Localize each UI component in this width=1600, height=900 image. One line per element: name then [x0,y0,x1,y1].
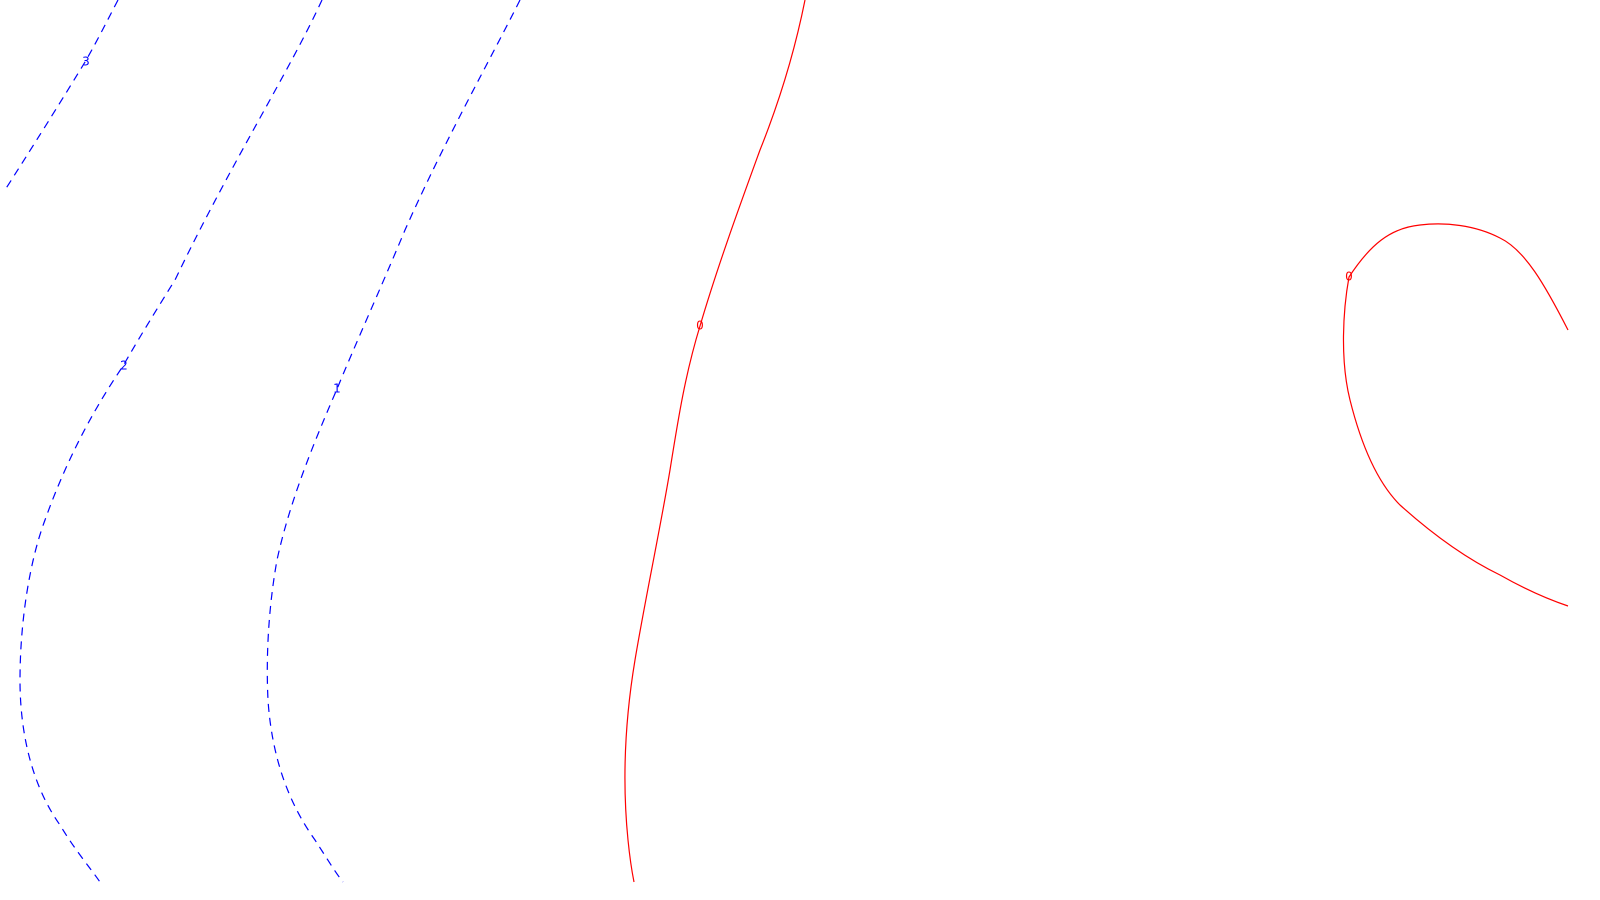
contour-line-0-loop [1342,223,1569,607]
contour-label-0-loop: 0 [1345,270,1353,284]
contour-label-1: 1 [333,382,341,396]
contour-line-1 [266,0,521,883]
contour-line-3 [4,0,119,191]
contour-label-2: 2 [120,359,128,373]
contour-label-0-main: 0 [696,319,704,333]
contour-line-0-main [624,0,806,883]
contour-line-2 [19,0,323,883]
contour-label-3: 3 [82,55,90,69]
